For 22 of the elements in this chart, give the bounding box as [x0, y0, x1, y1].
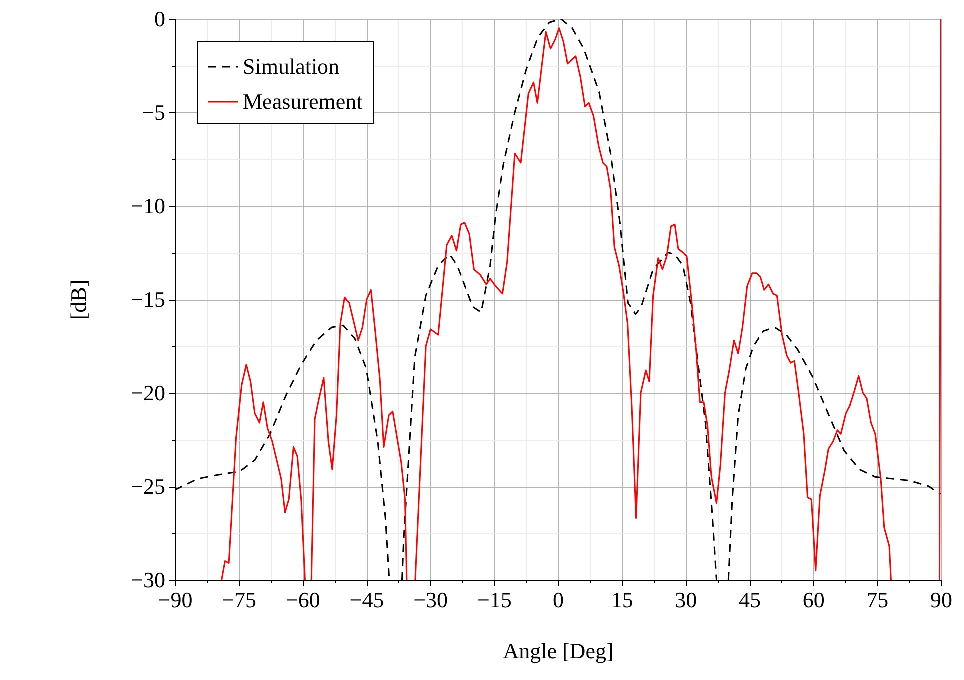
x-tick-label: 60	[802, 588, 825, 612]
x-tick-label: 0	[553, 588, 564, 612]
x-tick-label: −30	[414, 588, 448, 612]
y-tick-label: −10	[131, 194, 166, 218]
y-tick-label: −25	[131, 474, 166, 499]
y-tick-label: −20	[131, 380, 166, 406]
x-tick-label: 45	[739, 588, 761, 612]
y-tick-label: −15	[131, 287, 166, 312]
x-tick-label: −75	[222, 588, 257, 612]
x-tick-label: 90	[930, 588, 952, 612]
legend-label: Simulation	[243, 54, 340, 79]
x-tick-label: 30	[675, 588, 698, 612]
y-tick-label: −5	[142, 100, 166, 125]
x-tick-label: 15	[611, 588, 634, 612]
x-tick-label: −15	[477, 588, 512, 612]
x-axis-title: Angle [Deg]	[503, 638, 614, 664]
y-axis-title: [dB]	[66, 280, 92, 320]
y-tick-label: 0	[154, 6, 166, 32]
x-tick-label: −45	[350, 588, 384, 612]
legend-label: Measurement	[243, 89, 363, 114]
x-tick-label: −60	[286, 588, 320, 612]
x-tick-label: 75	[866, 588, 889, 612]
